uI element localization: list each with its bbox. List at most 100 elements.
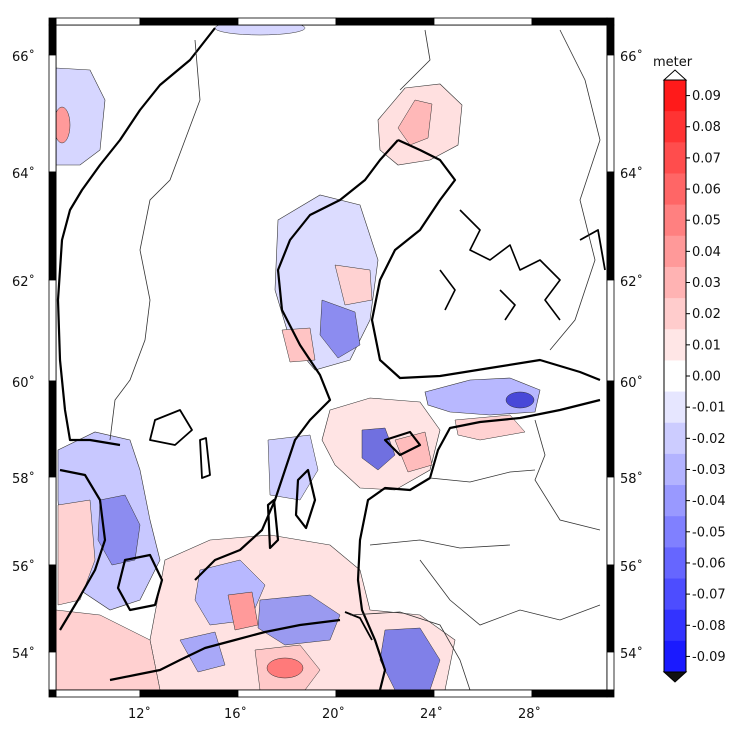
colorbar: meter 0.090.080.070.060.050.040.030.020.… bbox=[653, 55, 726, 683]
map-frame bbox=[48, 17, 615, 698]
lat-label-58: 58˚ bbox=[12, 471, 35, 487]
lat-label-56: 56˚ bbox=[12, 559, 35, 575]
frame-corner bbox=[606, 17, 615, 26]
colorbar-label: -0.07 bbox=[692, 588, 726, 603]
colorbar-block bbox=[664, 111, 686, 143]
frame-top-segment bbox=[55, 17, 141, 26]
frame-left-segment bbox=[48, 171, 57, 281]
anomaly-patch-kattegat-inner bbox=[97, 494, 141, 566]
anomaly-spot-gulf-finland bbox=[505, 391, 535, 409]
coastline-poland bbox=[109, 618, 341, 682]
anomaly-patch-curonian bbox=[379, 627, 441, 690]
colorbar-block bbox=[664, 360, 686, 393]
colorbar-block bbox=[664, 516, 686, 548]
colorbar-label: 0.00 bbox=[692, 370, 721, 385]
frame-left-segment bbox=[48, 54, 57, 173]
colorbar-label: 0.09 bbox=[692, 89, 721, 104]
coastline-vanern bbox=[149, 409, 193, 446]
lon-label-28: 28˚ bbox=[518, 706, 541, 722]
colorbar-block bbox=[664, 235, 686, 268]
lat-labels-left: 66˚ 64˚ 62˚ 60˚ 58˚ 56˚ 54˚ bbox=[12, 49, 35, 662]
frame-left-segment bbox=[48, 24, 57, 56]
frame-top-segment bbox=[433, 17, 533, 26]
lat-label-right-62: 62˚ bbox=[620, 274, 643, 290]
colorbar-label: 0.02 bbox=[692, 307, 721, 322]
colorbar-label: 0.06 bbox=[692, 183, 721, 198]
frame-left-segment bbox=[48, 476, 57, 566]
coastline-vattern bbox=[199, 437, 211, 479]
frame-right-segment bbox=[606, 476, 615, 566]
coastline-sweden-east bbox=[194, 139, 399, 581]
coastline-oland bbox=[266, 498, 280, 550]
border-latvia-lithuania bbox=[369, 539, 511, 549]
frame-bottom-segment bbox=[237, 689, 337, 698]
coastline-ladoga bbox=[579, 229, 606, 271]
border-lithuania-belarus bbox=[419, 559, 601, 626]
lon-labels: 12˚ 16˚ 20˚ 24˚ 28˚ bbox=[128, 706, 541, 722]
frame-left-segment bbox=[48, 564, 57, 653]
lat-labels-right: 66˚ 64˚ 62˚ 60˚ 58˚ 56˚ 54˚ bbox=[620, 49, 643, 662]
anomaly-spot-northwest bbox=[56, 106, 71, 144]
lon-label-16: 16˚ bbox=[224, 706, 247, 722]
frame-corner bbox=[48, 689, 57, 698]
colorbar-block bbox=[664, 609, 686, 642]
colorbar-block bbox=[664, 485, 686, 517]
frame-top-segment bbox=[531, 17, 608, 26]
colorbar-label: 0.08 bbox=[692, 120, 721, 135]
colorbar-block bbox=[664, 578, 686, 611]
colorbar-label: -0.05 bbox=[692, 525, 726, 540]
colorbar-labels: 0.09 0.08 0.07 0.06 0.05 0.04 0.03 0.02 0.01 0.00… bbox=[686, 89, 726, 665]
frame-top-segment bbox=[237, 17, 337, 26]
coastline-saaremaa bbox=[383, 430, 422, 457]
colorbar-block bbox=[664, 142, 686, 174]
border-estonia-russia bbox=[534, 419, 601, 531]
colorbar-bottom-arrow bbox=[662, 671, 688, 683]
colorbar-top-arrow bbox=[662, 69, 688, 81]
border-norway-sweden bbox=[109, 39, 201, 441]
lat-label-right-54: 54˚ bbox=[620, 646, 643, 662]
anomaly-patch-estonia-pos bbox=[454, 414, 526, 441]
frame-corner bbox=[606, 689, 615, 698]
coastline-zealand bbox=[116, 553, 164, 612]
colorbar-label: -0.09 bbox=[692, 650, 726, 665]
frame-left-segment bbox=[48, 651, 57, 691]
colorbar-label: -0.04 bbox=[692, 494, 726, 509]
frame-corner bbox=[48, 17, 57, 26]
anomaly-field bbox=[56, 25, 541, 690]
colorbar-label: -0.02 bbox=[692, 432, 726, 447]
anomaly-patch-northwest bbox=[56, 67, 106, 166]
colorbar-unit: meter bbox=[653, 55, 693, 70]
frame-right-segment bbox=[606, 380, 615, 478]
lat-label-66: 66˚ bbox=[12, 49, 35, 65]
anomaly-patch-southwest bbox=[56, 609, 161, 690]
coastline-denmark bbox=[59, 468, 107, 631]
frame-bottom-segment bbox=[531, 689, 608, 698]
lat-label-right-64: 64˚ bbox=[620, 166, 643, 182]
anomaly-patch-bothnian-sea-deep bbox=[319, 299, 361, 359]
colorbar-block bbox=[664, 173, 686, 206]
frame-left-segment bbox=[48, 380, 57, 478]
lat-label-right-60: 60˚ bbox=[620, 375, 643, 391]
colorbar-label: 0.07 bbox=[692, 151, 721, 166]
lat-label-62: 62˚ bbox=[12, 274, 35, 290]
colorbar-label: -0.03 bbox=[692, 463, 726, 478]
lon-label-20: 20˚ bbox=[322, 706, 345, 722]
lon-label-12: 12˚ bbox=[128, 706, 151, 722]
border-finland-russia bbox=[549, 29, 601, 351]
border-sweden-finland bbox=[399, 29, 431, 91]
anomaly-patch-gulf-riga bbox=[394, 431, 433, 473]
lat-label-64: 64˚ bbox=[12, 166, 35, 182]
borders bbox=[109, 29, 601, 690]
frame-left-segment bbox=[48, 279, 57, 382]
colorbar-block bbox=[664, 640, 686, 673]
map-panel bbox=[55, 24, 608, 691]
frame-right-segment bbox=[606, 171, 615, 281]
colorbar-label: 0.03 bbox=[692, 276, 721, 291]
colorbar-block bbox=[664, 391, 686, 424]
lat-label-right-66: 66˚ bbox=[620, 49, 643, 65]
lat-label-right-58: 58˚ bbox=[620, 471, 643, 487]
coastline-baltics bbox=[356, 398, 601, 690]
colorbar-block bbox=[664, 453, 686, 486]
lon-label-24: 24˚ bbox=[420, 706, 443, 722]
